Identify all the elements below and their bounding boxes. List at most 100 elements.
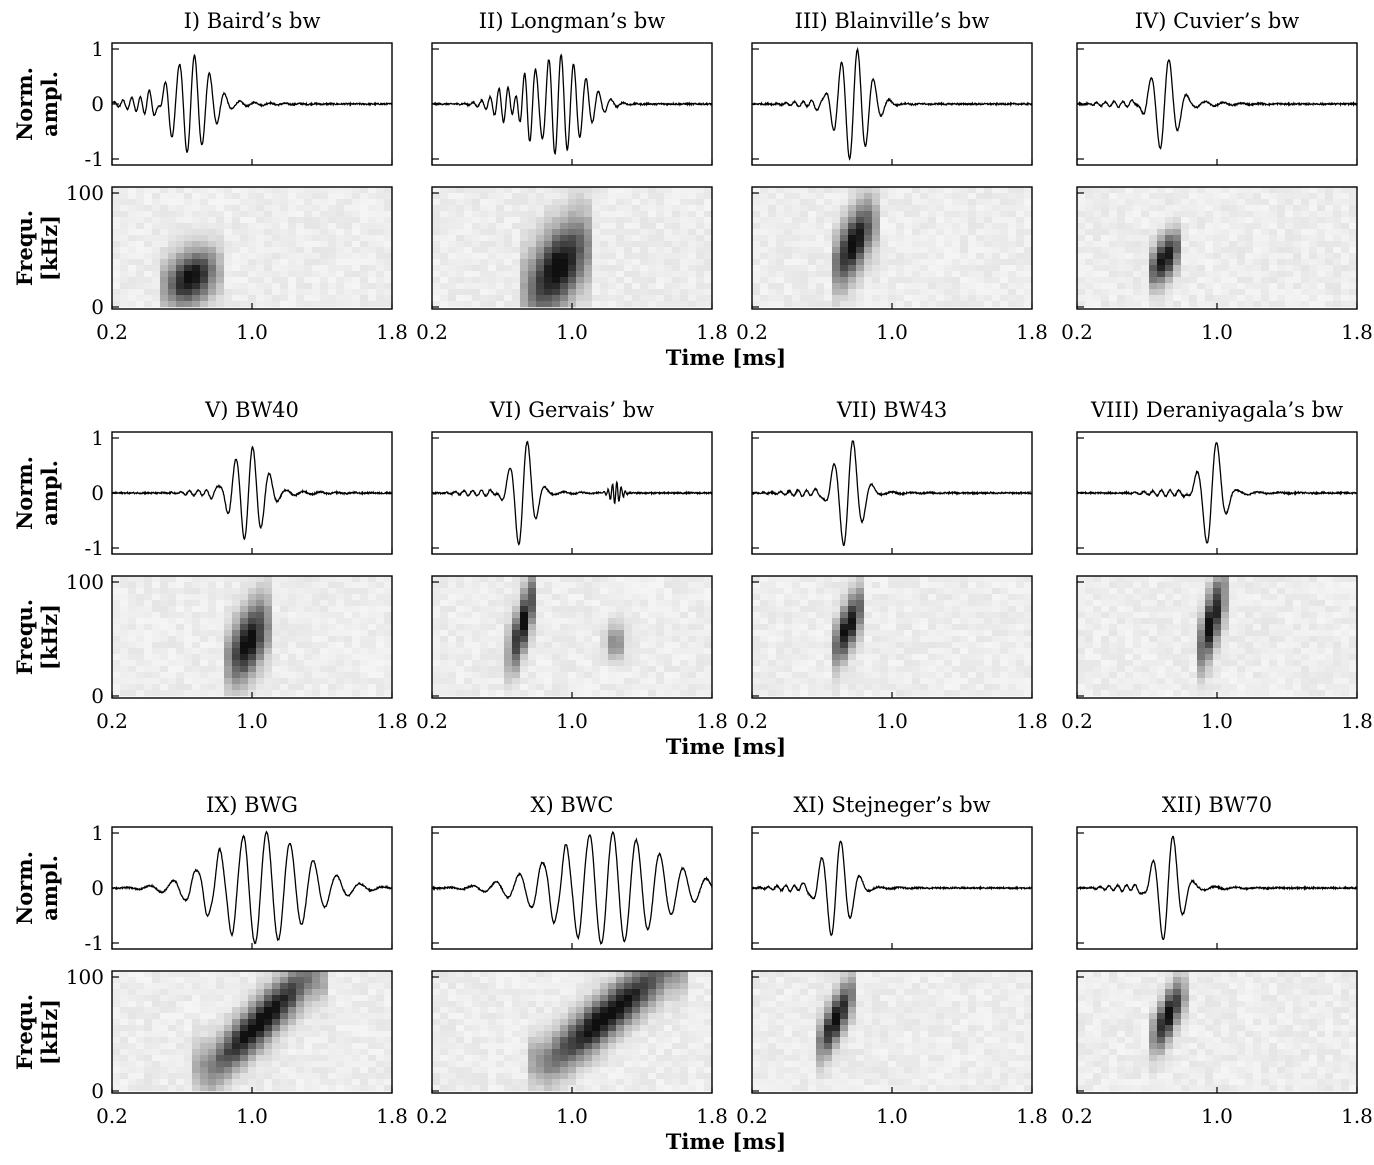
xtick-label: 1.8 <box>1341 320 1373 344</box>
spectrogram-ytick-label: 100 <box>66 570 104 594</box>
panel-title: XII) BW70 <box>1162 793 1272 817</box>
waveform-ytick-label: 0 <box>91 481 104 505</box>
spectrogram-ytick-label: 0 <box>91 684 104 708</box>
xtick-label: 1.0 <box>236 709 268 733</box>
panel-11: XI) Stejneger’s bw 0.2 1.0 1.8 <box>736 793 1048 1128</box>
xtick-label: 1.8 <box>1016 709 1048 733</box>
waveform-trace <box>751 440 1033 547</box>
xtick-label: 1.0 <box>556 1104 588 1128</box>
waveform-trace <box>431 831 713 946</box>
xtick-label: 1.8 <box>696 709 728 733</box>
panel-8: VIII) Deraniyagala’s bw 0.2 1.0 1.8 <box>1061 398 1373 733</box>
spectrogram-ytick-label: 100 <box>66 181 104 205</box>
xtick-label: 1.8 <box>376 709 408 733</box>
spectrogram-ylabel-line2: [kHz] <box>37 604 62 670</box>
xtick-label: 1.8 <box>376 320 408 344</box>
xtick-label: 1.0 <box>556 320 588 344</box>
spectrogram-image <box>1077 187 1358 308</box>
panel-title: VIII) Deraniyagala’s bw <box>1090 398 1343 422</box>
xtick-label: 1.8 <box>376 1104 408 1128</box>
spectrogram-ytick-label: 0 <box>91 295 104 319</box>
xtick-label: 1.0 <box>1201 709 1233 733</box>
waveform-trace <box>1076 441 1358 544</box>
waveform-ylabel-line1: Norm. <box>12 851 37 925</box>
waveform-ylabel-line2: ampl. <box>37 855 62 921</box>
panel-title: III) Blainville’s bw <box>795 9 990 33</box>
spectrogram-image <box>752 187 1033 308</box>
waveform-trace <box>111 830 393 945</box>
xtick-label: 1.0 <box>1201 1104 1233 1128</box>
spectrogram-image <box>432 187 713 308</box>
xtick-label: 1.0 <box>876 320 908 344</box>
waveform-trace <box>751 840 1033 937</box>
x-axis-label: Time [ms] <box>666 345 786 370</box>
x-axis-label: Time [ms] <box>666 734 786 759</box>
spectrogram-image <box>112 971 393 1092</box>
spectrogram-ylabel-line2: [kHz] <box>37 999 62 1065</box>
panel-2: II) Longman’s bw 0.2 1.0 1.8 <box>416 9 728 344</box>
spectrogram-ylabel-line1: Frequ. <box>12 210 37 286</box>
panel-title: IV) Cuvier’s bw <box>1135 9 1300 33</box>
spectrogram-ylabel-line1: Frequ. <box>12 994 37 1070</box>
panel-title: II) Longman’s bw <box>479 9 666 33</box>
xtick-label: 0.2 <box>416 709 448 733</box>
xtick-label: 0.2 <box>736 709 768 733</box>
xtick-label: 1.0 <box>236 1104 268 1128</box>
spectrogram-image <box>112 187 393 308</box>
spectrogram-ytick-label: 0 <box>91 1079 104 1103</box>
x-axis-label: Time [ms] <box>666 1129 786 1154</box>
waveform-ytick-label: 1 <box>91 37 104 61</box>
spectrogram-image <box>112 576 393 697</box>
spectrogram-ytick-label: 100 <box>66 965 104 989</box>
waveform-ytick-label: -1 <box>85 931 104 955</box>
xtick-label: 0.2 <box>736 320 768 344</box>
xtick-label: 1.0 <box>876 709 908 733</box>
xtick-label: 1.8 <box>696 1104 728 1128</box>
xtick-label: 1.8 <box>1016 1104 1048 1128</box>
waveform-trace <box>111 53 393 153</box>
xtick-label: 0.2 <box>96 1104 128 1128</box>
xtick-label: 1.0 <box>236 320 268 344</box>
xtick-label: 1.0 <box>1201 320 1233 344</box>
panel-title: VII) BW43 <box>836 398 947 422</box>
spectrogram-image <box>432 576 713 697</box>
spectrogram-ylabel-line1: Frequ. <box>12 599 37 675</box>
waveform-trace <box>751 46 1033 161</box>
panel-title: V) BW40 <box>204 398 299 422</box>
waveform-ylabel-line1: Norm. <box>12 456 37 530</box>
panel-title: X) BWC <box>531 793 614 817</box>
panel-4: IV) Cuvier’s bw 0.2 1.0 1.8 <box>1061 9 1373 344</box>
waveform-trace <box>1076 59 1358 150</box>
xtick-label: 0.2 <box>1061 320 1093 344</box>
spectrogram-image <box>752 971 1033 1092</box>
panel-title: IX) BWG <box>206 793 298 817</box>
waveform-ylabel-line2: ampl. <box>37 460 62 526</box>
xtick-label: 0.2 <box>1061 1104 1093 1128</box>
spectrogram-image <box>432 971 713 1092</box>
xtick-label: 1.8 <box>1016 320 1048 344</box>
spectrogram-image <box>1077 971 1358 1092</box>
xtick-label: 0.2 <box>96 320 128 344</box>
waveform-ylabel-line1: Norm. <box>12 67 37 141</box>
xtick-label: 0.2 <box>416 1104 448 1128</box>
waveform-ytick-label: 0 <box>91 876 104 900</box>
panel-title: XI) Stejneger’s bw <box>793 793 990 817</box>
waveform-ytick-label: -1 <box>85 536 104 560</box>
waveform-ytick-label: 1 <box>91 821 104 845</box>
panel-title: I) Baird’s bw <box>184 9 321 33</box>
xtick-label: 1.8 <box>1341 1104 1373 1128</box>
xtick-label: 1.0 <box>556 709 588 733</box>
waveform-trace <box>1076 835 1358 941</box>
xtick-label: 0.2 <box>416 320 448 344</box>
xtick-label: 1.8 <box>696 320 728 344</box>
spectrogram-image <box>1077 576 1358 697</box>
waveform-trace <box>431 440 713 546</box>
xtick-label: 1.0 <box>876 1104 908 1128</box>
panel-3: III) Blainville’s bw 0.2 1.0 1.8 <box>736 9 1048 344</box>
spectrogram-image <box>752 576 1033 697</box>
waveform-ytick-label: 0 <box>91 92 104 116</box>
waveform-trace <box>431 53 713 155</box>
